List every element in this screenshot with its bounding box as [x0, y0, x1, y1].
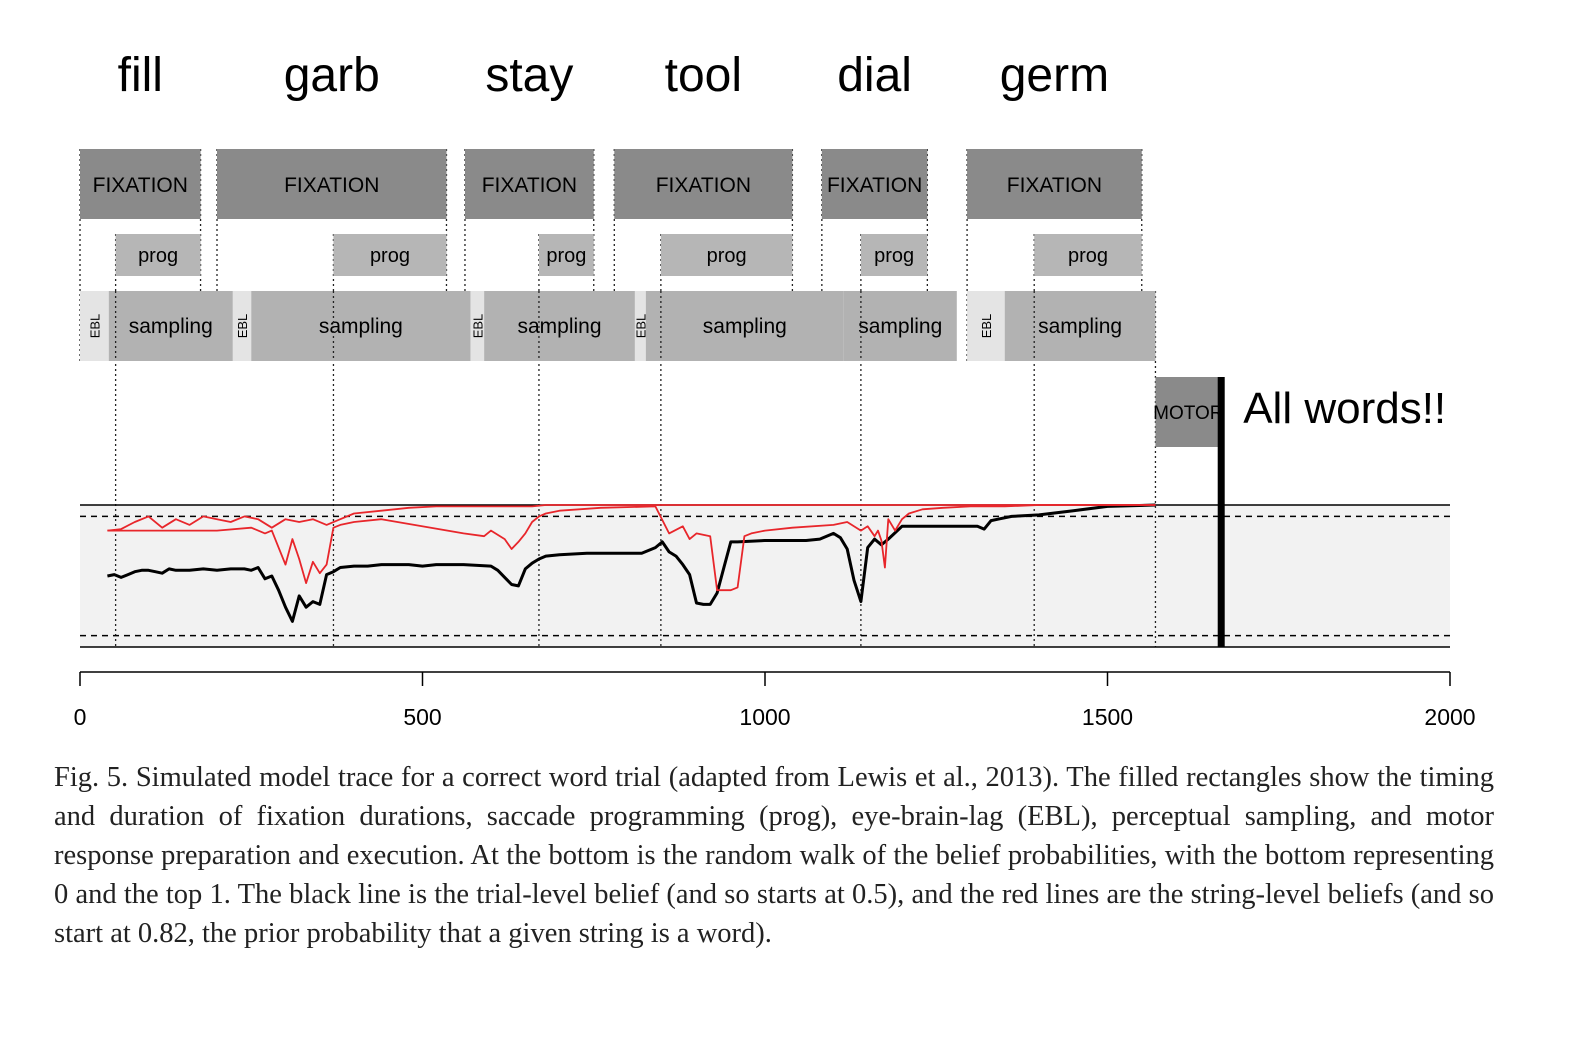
fixation-box [614, 149, 793, 219]
string-belief-line [107, 504, 1156, 532]
fixation-box [967, 149, 1142, 219]
string-belief-line [107, 504, 1156, 592]
ebl-label: EBL [633, 314, 648, 339]
model-trace-chart: fill garb stay tool dial germ FIXATION FIXATION… [74, 49, 1476, 730]
belief-panel [80, 505, 1450, 647]
prog-label: prog [874, 245, 914, 267]
prog-label: prog [138, 245, 178, 267]
ebl-box [967, 291, 1005, 361]
ebl-label: EBL [979, 314, 994, 339]
prog-box [538, 234, 594, 276]
prog-label: prog [1068, 245, 1108, 267]
fixation-box [464, 149, 594, 219]
sampling-label: sampling [703, 315, 787, 338]
fixation-label: FIXATION [827, 174, 922, 197]
fixation-box [821, 149, 928, 219]
x-tick-label: 1500 [1082, 704, 1133, 730]
figure-caption: Fig. 5. Simulated model trace for a corr… [54, 762, 1494, 949]
sampling-box [108, 291, 233, 361]
prog-label: prog [546, 245, 586, 267]
word-label: tool [665, 49, 742, 102]
word-label: fill [118, 49, 163, 102]
sampling-label: sampling [858, 315, 942, 338]
ebl-label: EBL [470, 314, 485, 339]
sampling-label: sampling [319, 315, 403, 338]
motor-label: MOTOR [1153, 403, 1223, 424]
sampling-label: sampling [1038, 315, 1122, 338]
prog-box [860, 234, 928, 276]
ebl-label: EBL [235, 314, 250, 339]
prog-box [1034, 234, 1142, 276]
word-label: garb [284, 49, 380, 102]
sampling-box [843, 291, 957, 361]
sampling-box [1004, 291, 1156, 361]
sampling-box [484, 291, 635, 361]
prog-box [660, 234, 793, 276]
ebl-label: EBL [87, 314, 102, 339]
x-tick-label: 0 [74, 704, 87, 730]
fixation-label: FIXATION [1007, 174, 1102, 197]
fixation-label: FIXATION [93, 174, 188, 197]
fixation-box [80, 149, 201, 219]
ebl-box [232, 291, 252, 361]
sampling-label: sampling [517, 315, 601, 338]
x-tick-label: 2000 [1424, 704, 1475, 730]
fixation-label: FIXATION [284, 174, 379, 197]
word-label: stay [485, 49, 573, 102]
fixation-label: FIXATION [482, 174, 577, 197]
word-label: germ [1000, 49, 1109, 102]
motor-box [1155, 377, 1222, 447]
prog-box [333, 234, 447, 276]
ebl-box [470, 291, 485, 361]
x-tick-label: 1000 [739, 704, 790, 730]
fixation-label: FIXATION [656, 174, 751, 197]
sampling-box [645, 291, 844, 361]
prog-box [115, 234, 201, 276]
sampling-label: sampling [129, 315, 213, 338]
response-label: All words!! [1243, 384, 1446, 433]
sampling-box [251, 291, 471, 361]
prog-label: prog [707, 245, 747, 267]
ebl-box [634, 291, 646, 361]
prog-label: prog [370, 245, 410, 267]
x-tick-label: 500 [403, 704, 441, 730]
figure: fill garb stay tool dial germ FIXATION FIXATION… [74, 49, 1476, 730]
fixation-box [217, 149, 447, 219]
ebl-box [80, 291, 109, 361]
word-label: dial [837, 49, 912, 102]
